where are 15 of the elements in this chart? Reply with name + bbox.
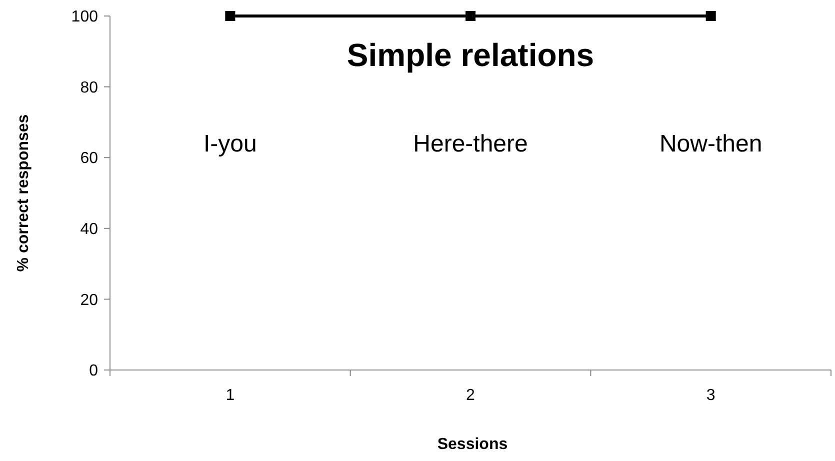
y-tick-label: 0 — [89, 362, 98, 380]
annotation: Now-then — [659, 130, 762, 158]
y-tick-label: 20 — [80, 292, 98, 309]
text: Simple relations — [346, 37, 594, 73]
annotation: Here-there — [413, 130, 528, 158]
annotation: I-you — [203, 130, 257, 158]
y-tick-label: 60 — [80, 150, 98, 168]
x-axis-title: Sessions — [437, 436, 508, 453]
y-tick-label: 40 — [80, 221, 98, 238]
y-tick-label: 100 — [71, 8, 98, 26]
x-tick-label: 3 — [706, 387, 716, 404]
x-tick-label: 2 — [466, 387, 476, 404]
y-axis-title: % correct responses — [15, 114, 32, 272]
y-tick-label: 80 — [80, 79, 98, 96]
x-tick-label: 1 — [226, 387, 235, 404]
